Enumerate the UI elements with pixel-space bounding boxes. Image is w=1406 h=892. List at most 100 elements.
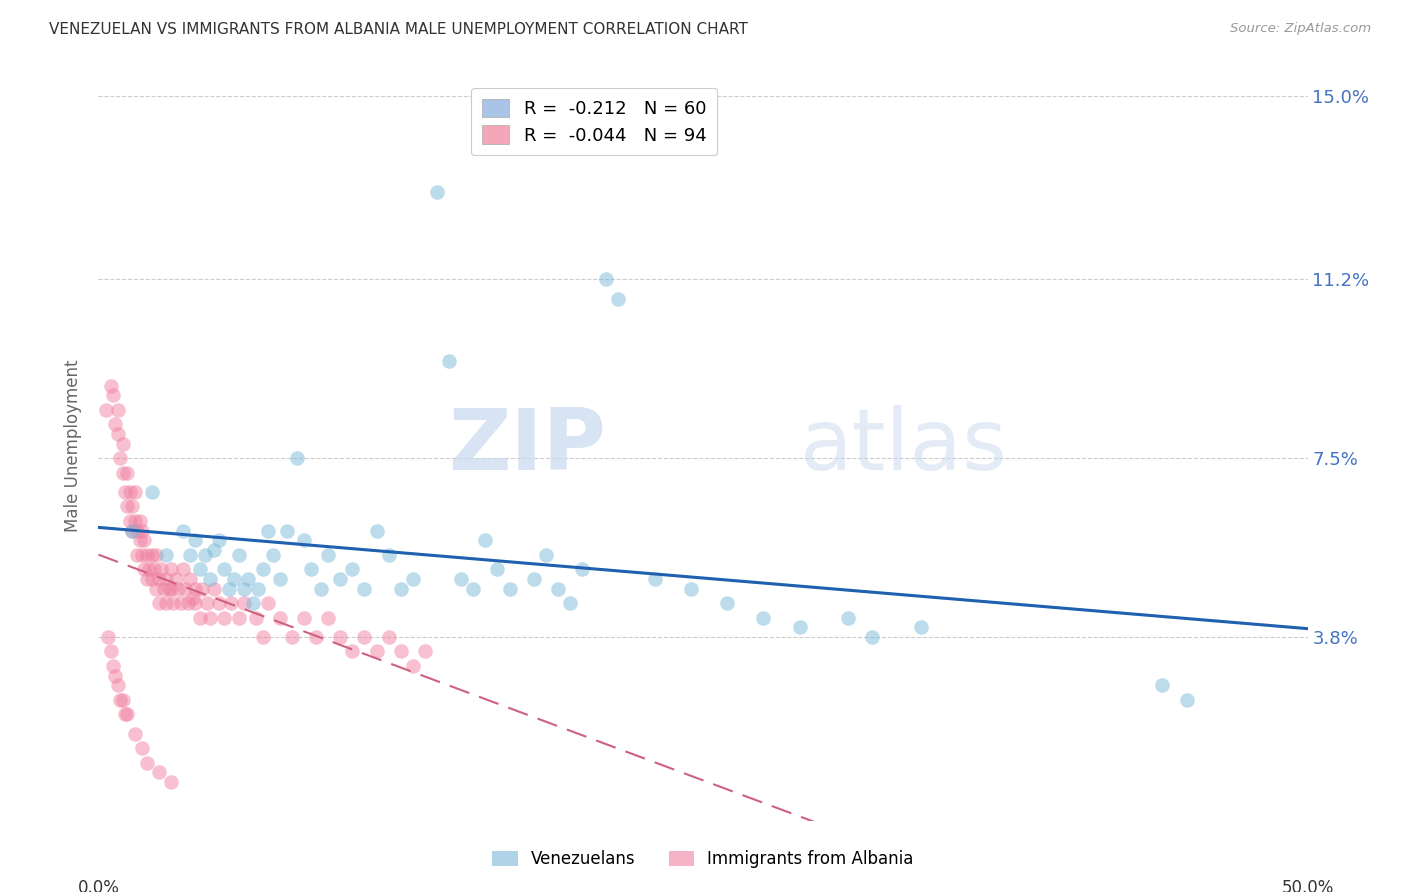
Point — [212, 562, 235, 576]
Point — [188, 610, 211, 624]
Text: VENEZUELAN VS IMMIGRANTS FROM ALBANIA MALE UNEMPLOYMENT CORRELATION CHART: VENEZUELAN VS IMMIGRANTS FROM ALBANIA MA… — [49, 22, 748, 37]
Point — [316, 548, 339, 562]
Point — [329, 630, 352, 644]
Point — [228, 548, 250, 562]
Point — [269, 610, 291, 624]
Point — [402, 572, 425, 586]
Point — [366, 524, 388, 538]
Point — [256, 524, 278, 538]
Point — [238, 572, 260, 586]
Y-axis label: Male Unemployment: Male Unemployment — [65, 359, 83, 533]
Point — [194, 548, 217, 562]
Point — [135, 572, 157, 586]
Point — [402, 659, 425, 673]
Point — [100, 644, 122, 658]
Point — [160, 582, 183, 596]
Point — [752, 610, 775, 624]
Point — [195, 596, 218, 610]
Point — [160, 562, 183, 576]
Point — [127, 548, 149, 562]
Point — [426, 185, 449, 199]
Point — [118, 514, 141, 528]
Point — [292, 533, 315, 548]
Point — [181, 591, 204, 606]
Point — [111, 693, 134, 707]
Point — [204, 582, 226, 596]
Point — [269, 572, 291, 586]
Point — [184, 533, 207, 548]
Point — [121, 524, 143, 538]
Point — [198, 610, 221, 624]
Point — [377, 548, 399, 562]
Point — [208, 596, 231, 610]
Point — [498, 582, 520, 596]
Point — [299, 562, 322, 576]
Point — [134, 562, 156, 576]
Point — [150, 562, 173, 576]
Point — [131, 548, 153, 562]
Point — [131, 741, 153, 756]
Point — [121, 500, 143, 514]
Point — [107, 426, 129, 441]
Point — [837, 610, 859, 624]
Text: Source: ZipAtlas.com: Source: ZipAtlas.com — [1230, 22, 1371, 36]
Point — [124, 514, 146, 528]
Point — [145, 548, 167, 562]
Text: ZIP: ZIP — [449, 404, 606, 488]
Point — [138, 562, 160, 576]
Point — [169, 596, 191, 610]
Point — [104, 417, 127, 432]
Point — [141, 548, 163, 562]
Point — [716, 596, 738, 610]
Point — [316, 610, 339, 624]
Point — [172, 562, 194, 576]
Point — [377, 630, 399, 644]
Point — [118, 484, 141, 499]
Point — [114, 707, 136, 722]
Point — [305, 630, 328, 644]
Point — [184, 596, 207, 610]
Point — [107, 402, 129, 417]
Point — [135, 548, 157, 562]
Point — [108, 693, 131, 707]
Point — [534, 548, 557, 562]
Point — [135, 756, 157, 770]
Point — [1152, 678, 1174, 692]
Point — [188, 562, 211, 576]
Point — [342, 644, 364, 658]
Point — [107, 678, 129, 692]
Point — [232, 582, 254, 596]
Point — [256, 596, 278, 610]
Point — [228, 610, 250, 624]
Point — [131, 524, 153, 538]
Point — [595, 272, 617, 286]
Point — [128, 533, 150, 548]
Point — [389, 582, 412, 596]
Point — [342, 562, 364, 576]
Point — [252, 630, 274, 644]
Point — [212, 610, 235, 624]
Point — [242, 596, 264, 610]
Point — [221, 596, 243, 610]
Point — [450, 572, 472, 586]
Point — [910, 620, 932, 634]
Point — [558, 596, 581, 610]
Point — [644, 572, 666, 586]
Point — [177, 596, 200, 610]
Point — [111, 466, 134, 480]
Point — [172, 524, 194, 538]
Point — [128, 514, 150, 528]
Point — [607, 292, 630, 306]
Point — [155, 572, 177, 586]
Point — [148, 572, 170, 586]
Point — [222, 572, 245, 586]
Legend: R =  -0.212   N = 60, R =  -0.044   N = 94: R = -0.212 N = 60, R = -0.044 N = 94 — [471, 88, 717, 155]
Point — [292, 610, 315, 624]
Point — [191, 582, 214, 596]
Point — [167, 582, 190, 596]
Point — [148, 596, 170, 610]
Point — [547, 582, 569, 596]
Point — [117, 707, 139, 722]
Point — [179, 548, 201, 562]
Point — [124, 484, 146, 499]
